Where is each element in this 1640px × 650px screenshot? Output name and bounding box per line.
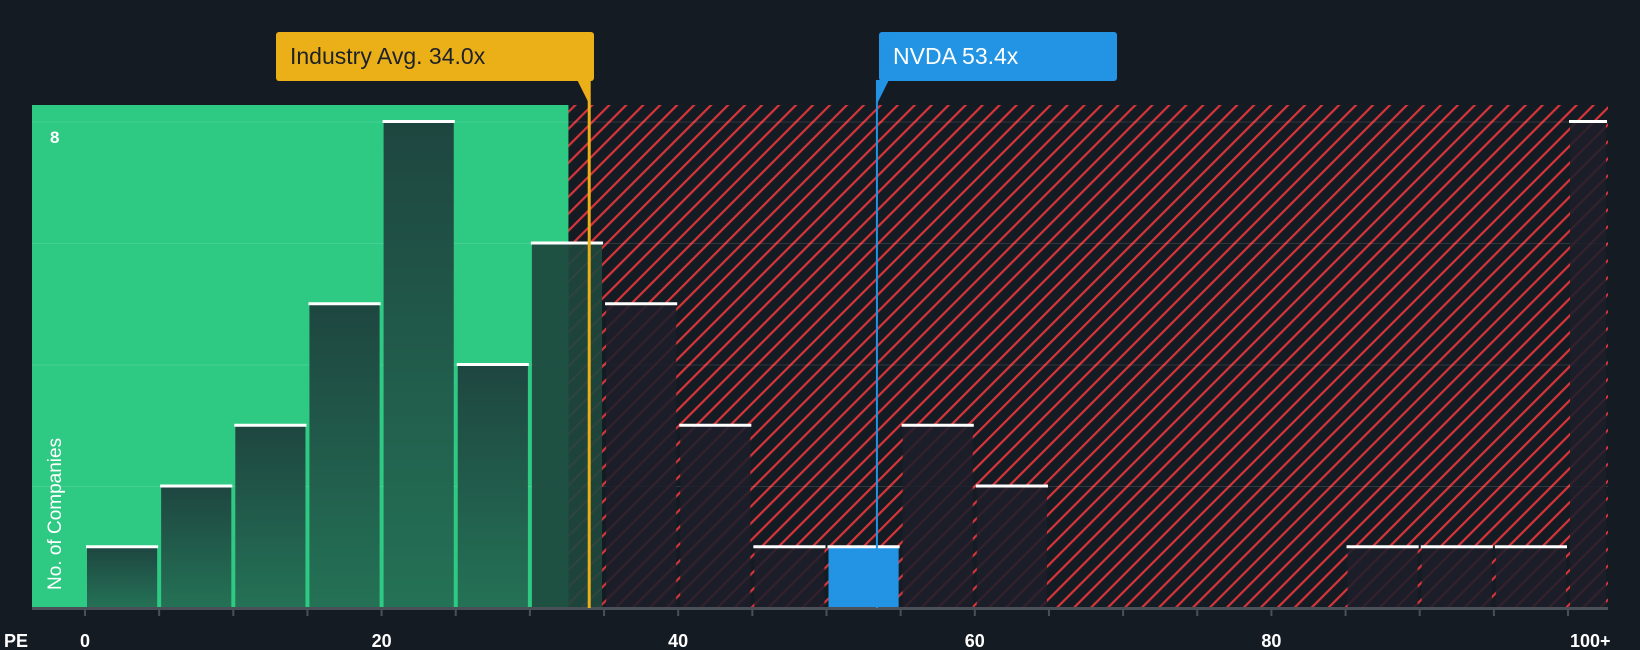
bar-top-marker: [1346, 545, 1419, 549]
bar-top-marker: [382, 120, 455, 123]
histogram-bar: [976, 486, 1047, 608]
bar-top-marker: [86, 545, 159, 549]
histogram-bar: [1570, 122, 1606, 608]
x-tick-label: 40: [668, 631, 688, 650]
y-axis-title: No. of Companies: [45, 438, 66, 590]
histogram-bar: [1421, 547, 1492, 608]
x-tick-label: 80: [1261, 631, 1281, 650]
histogram-bar: [828, 547, 899, 608]
bar-top-marker: [679, 423, 752, 427]
bar-top-marker: [160, 484, 233, 488]
histogram-bar: [309, 304, 380, 608]
x-tick-label: 20: [372, 631, 392, 650]
histogram-bar: [606, 304, 677, 608]
histogram-bar: [680, 425, 751, 608]
bar-top-marker: [827, 545, 900, 549]
histogram-bar: [457, 365, 528, 608]
industry-average-callout: Industry Avg. 34.0x: [276, 32, 594, 81]
histogram-bar: [235, 425, 306, 608]
x-tick-label: 0: [80, 631, 90, 650]
x-tick-label: 60: [965, 631, 985, 650]
bar-top-marker: [753, 545, 826, 549]
histogram-bar: [383, 122, 454, 608]
bar-top-marker: [975, 484, 1048, 488]
histogram-bar: [902, 425, 973, 608]
bar-top-marker: [456, 363, 529, 366]
bar-top-marker: [1494, 545, 1567, 549]
bar-top-marker: [530, 241, 604, 245]
bar-top-marker: [1569, 120, 1607, 123]
bar-top-marker: [901, 423, 974, 427]
bar-top-marker: [308, 302, 381, 306]
bar-top-marker: [605, 302, 678, 306]
histogram-bar: [754, 547, 825, 608]
histogram-bar: [1347, 547, 1418, 608]
histogram-bar: [161, 486, 232, 608]
histogram-bar: [1495, 547, 1566, 608]
industry-callout-pointer: [577, 80, 590, 104]
histogram-bar: [531, 243, 603, 608]
bar-top-marker: [1420, 545, 1493, 549]
nvda-pe-callout: NVDA 53.4x: [879, 32, 1117, 81]
x-tick-label: 100+: [1570, 631, 1611, 650]
histogram-bar: [87, 547, 158, 608]
y-max-label: 8: [50, 128, 59, 147]
x-axis-title: PE: [4, 631, 28, 650]
bar-top-marker: [234, 423, 307, 427]
nvda-callout-pointer: [876, 80, 889, 104]
